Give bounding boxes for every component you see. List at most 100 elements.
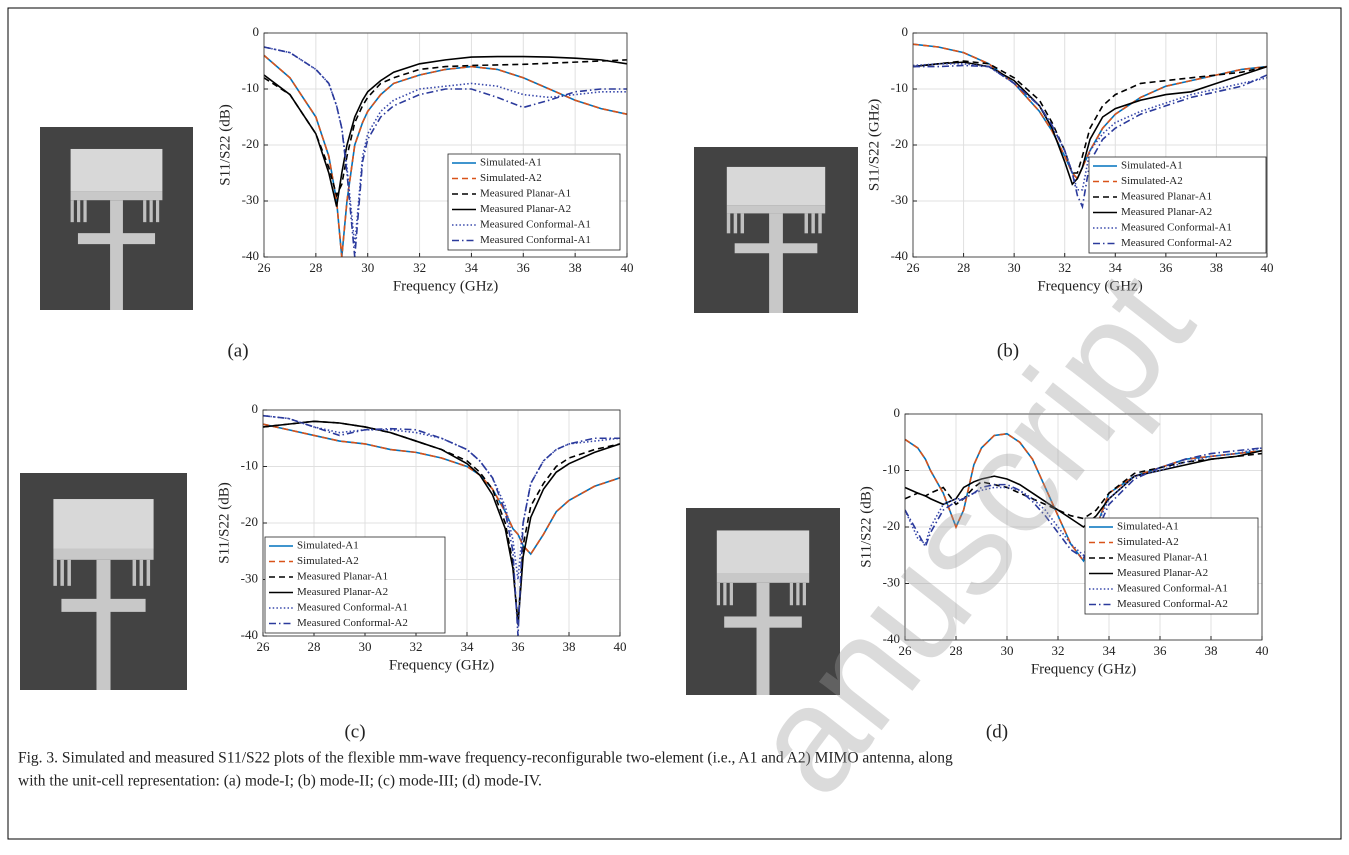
y-tick-label: -10 [891,80,908,95]
stub [143,200,147,223]
stub [149,200,153,223]
legend-label: Measured Conformal-A1 [297,602,408,614]
x-tick-label: 38 [1210,260,1223,275]
series-line [263,423,620,556]
panel-label: (a) [227,340,248,361]
frame [7,7,1342,840]
unit-cell-photo [20,473,187,690]
y-tick-label: 0 [902,24,909,39]
x-tick-label: 32 [413,260,426,275]
axes-box [912,32,1268,258]
y-tick-label: -40 [242,248,259,263]
feed-line [769,249,783,313]
stub [740,213,745,234]
stem [769,213,783,247]
stub-bar [70,191,163,201]
stub [726,213,731,234]
legend-label: Measured Planar-A2 [1117,567,1208,579]
legend-label: Measured Planar-A1 [1121,191,1212,203]
feed-line [110,240,123,310]
x-tick-label: 36 [517,260,531,275]
stub [70,200,74,223]
y-tick-label: 0 [894,405,901,420]
stub [146,559,151,586]
y-tick-label: -20 [891,136,908,151]
y-axis-label: S11/S22 (dB) [858,486,874,568]
x-tick-label: 38 [569,260,582,275]
legend-box [1088,156,1267,254]
legend-label: Measured Planar-A1 [297,571,388,583]
stub-bar [53,548,154,560]
feed-bar [77,233,156,245]
legend-label: Measured Planar-A2 [297,586,388,598]
stem [96,559,111,604]
feed-bar [734,243,818,254]
stub [132,559,137,586]
x-tick-label: 28 [309,260,322,275]
x-tick-label: 34 [1103,643,1117,658]
y-tick-label: -40 [891,248,908,263]
series-line [264,54,627,257]
series-line [913,64,1267,210]
series-line [913,61,1267,186]
stub [155,200,160,223]
unit-cell-photo [694,147,858,313]
x-tick-label: 40 [614,639,627,654]
stub [716,582,721,606]
legend-box [447,153,621,251]
axes-box [904,413,1263,641]
x-tick-label: 28 [950,643,963,658]
x-tick-label: 38 [563,639,576,654]
legend-label: Simulated-A1 [1117,521,1179,533]
y-tick-label: 0 [253,24,260,39]
stub [733,213,738,234]
x-tick-label: 40 [621,260,634,275]
legend-label: Measured Planar-A1 [480,188,571,200]
patch [70,148,163,192]
legend-label: Measured Conformal-A1 [480,219,591,231]
legend-label: Measured Planar-A1 [1117,552,1208,564]
x-tick-label: 38 [1205,643,1218,658]
patch [726,166,826,206]
series-line [264,46,627,257]
stub [818,213,822,234]
legend-label: Measured Planar-A2 [1121,206,1212,218]
legend-label: Simulated-A2 [480,172,542,184]
stub [60,559,64,586]
stub [802,582,806,606]
series-line [913,63,1267,191]
y-axis-label: S11/S22 (GHz) [866,99,882,191]
x-tick-label: 32 [1058,260,1071,275]
x-tick-label: 26 [899,643,913,658]
feed-bar [724,616,802,628]
stub [804,213,808,234]
y-tick-label: -30 [891,192,908,207]
x-tick-label: 32 [1052,643,1065,658]
y-tick-label: -30 [241,570,258,585]
stub-bar [716,573,810,583]
series-line [263,420,620,625]
legend-label: Simulated-A1 [480,157,542,169]
x-tick-label: 26 [907,260,921,275]
stem [110,200,123,237]
panel-label: (d) [986,721,1008,742]
x-axis-label: Frequency (GHz) [393,278,498,294]
y-tick-label: -10 [242,80,259,95]
patch [53,499,154,549]
x-tick-label: 36 [512,639,526,654]
series-line [264,55,627,207]
stub [83,200,87,223]
legend-label: Simulated-A2 [297,555,359,567]
series-line [264,46,627,246]
y-axis-label: S11/S22 (dB) [217,104,233,186]
series-line [905,452,1262,520]
y-tick-label: -40 [241,627,258,642]
stub-bar [726,205,826,214]
x-tick-label: 26 [258,260,272,275]
stub [729,582,733,606]
x-tick-label: 36 [1159,260,1173,275]
x-axis-label: Frequency (GHz) [1037,278,1142,294]
stub [77,200,81,223]
series-line [263,414,620,636]
